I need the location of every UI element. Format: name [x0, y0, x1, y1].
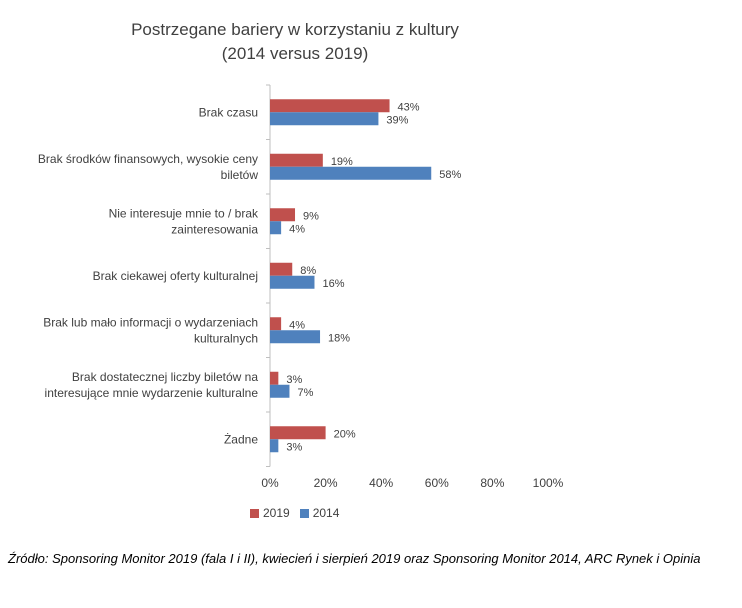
x-tick-label: 100%: [533, 476, 564, 490]
x-tick-label: 40%: [369, 476, 393, 490]
legend: 2019 2014: [250, 506, 339, 520]
category-label: Brak środków finansowych, wysokie ceny: [38, 152, 258, 166]
legend-swatch-2014: [299, 508, 309, 518]
legend-label-2014: 2014: [312, 506, 340, 520]
x-tick-label: 60%: [425, 476, 449, 490]
category-label: Brak czasu: [199, 105, 258, 119]
bar-2019: [270, 153, 323, 167]
category-label: Żadne: [224, 432, 258, 446]
category-label: Brak ciekawej oferty kulturalnej: [93, 269, 258, 283]
data-label-2019: 9%: [303, 210, 319, 222]
data-label-2014: 4%: [289, 223, 305, 235]
category-label: Brak dostatecznej liczby biletów na: [72, 370, 258, 384]
data-label-2019: 19%: [331, 156, 353, 168]
data-label-2014: 16%: [322, 278, 344, 290]
category-label: biletów: [221, 168, 259, 182]
bar-2014: [270, 330, 321, 344]
category-label: Brak lub mało informacji o wydarzeniach: [43, 315, 258, 329]
category-label: Nie interesuje mnie to / brak: [109, 206, 259, 220]
legend-item-2014: 2014: [299, 506, 340, 520]
bar-2014: [270, 439, 279, 453]
chart-title-line-2: (2014 versus 2019): [221, 44, 369, 63]
data-label-2019: 4%: [289, 319, 305, 331]
bar-chart: Brak czasu 43%39% Brak środków finansowych…: [38, 84, 564, 490]
data-label-2019: 20%: [334, 428, 356, 440]
chart-title-line-1: Postrzegane bariery w korzystaniu z kult…: [131, 20, 459, 39]
x-tick-label: 0%: [261, 476, 279, 490]
x-tick-label: 80%: [480, 476, 504, 490]
data-label-2014: 39%: [386, 114, 408, 126]
data-label-2019: 43%: [398, 101, 420, 113]
data-label-2014: 58%: [439, 169, 461, 181]
data-label-2014: 18%: [328, 332, 350, 344]
legend-item-2019: 2019: [250, 506, 290, 520]
bar-2014: [270, 384, 290, 398]
source-note: Źródło: Sponsoring Monitor 2019 (fala I …: [8, 551, 701, 566]
bar-2014: [270, 166, 432, 180]
category-label: zainteresowania: [171, 222, 258, 236]
data-label-2019: 3%: [286, 374, 302, 386]
bar-2019: [270, 317, 282, 331]
bar-2019: [270, 262, 293, 276]
legend-label-2019: 2019: [263, 506, 290, 520]
bar-2019: [270, 99, 390, 113]
bar-2019: [270, 371, 279, 385]
bar-2014: [270, 112, 379, 126]
bar-2019: [270, 208, 296, 222]
chart-title: Postrzegane bariery w korzystaniu z kult…: [0, 18, 590, 66]
data-label-2019: 8%: [300, 265, 316, 277]
legend-swatch-2019: [250, 508, 259, 518]
data-label-2014: 7%: [297, 387, 313, 399]
category-label: kulturalnych: [194, 331, 258, 345]
x-tick-label: 20%: [314, 476, 338, 490]
bar-2014: [270, 275, 315, 289]
bar-2019: [270, 426, 326, 440]
data-label-2014: 3%: [286, 441, 302, 453]
category-label: interesujące mnie wydarzenie kulturalne: [45, 386, 259, 400]
bar-2014: [270, 221, 282, 235]
